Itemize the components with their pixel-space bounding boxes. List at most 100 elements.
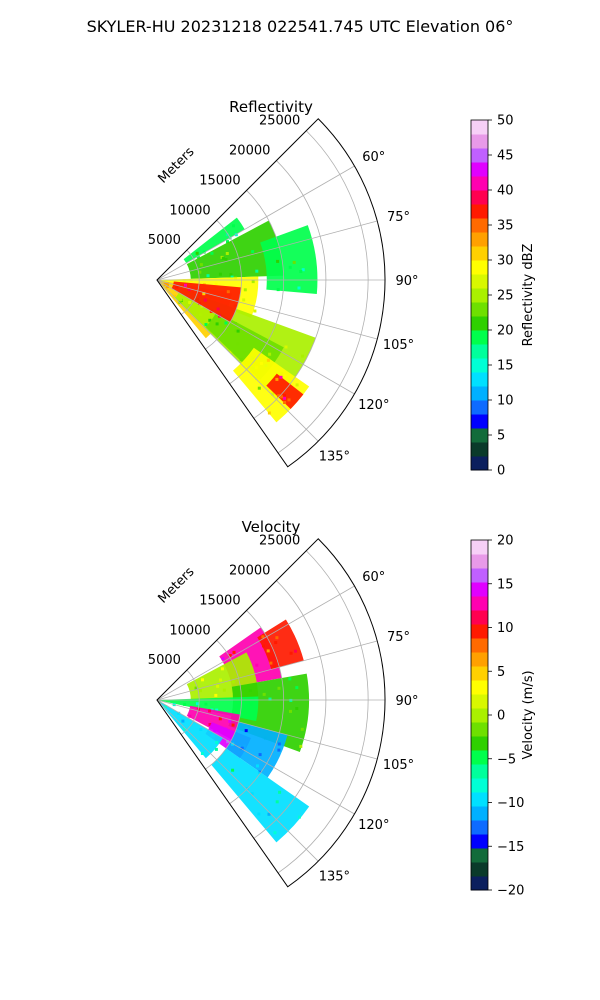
radar-pixel bbox=[183, 702, 187, 706]
radar-pixel bbox=[242, 298, 246, 302]
radar-pixel bbox=[299, 744, 303, 748]
colorbar-band bbox=[471, 554, 488, 569]
radar-data bbox=[157, 217, 318, 423]
radar-region-7 bbox=[226, 721, 288, 778]
radar-pixel bbox=[173, 294, 176, 298]
colorbar-band bbox=[471, 316, 488, 331]
radar-pixel bbox=[277, 686, 281, 690]
radial-tick-label: 25000 bbox=[259, 114, 300, 129]
radar-pixel bbox=[184, 283, 187, 287]
colorbar-tick-label: −20 bbox=[497, 884, 524, 899]
colorbar-label: Velocity (m/s) bbox=[521, 670, 536, 759]
colorbar-band bbox=[471, 414, 488, 429]
radar-pixel bbox=[199, 689, 202, 693]
azimuth-gridline bbox=[156, 165, 355, 281]
radar-pixel bbox=[202, 250, 206, 254]
radar-pixel bbox=[276, 288, 280, 292]
radar-pixel bbox=[256, 764, 259, 768]
radar-region-0 bbox=[183, 217, 245, 264]
radar-pixel bbox=[255, 269, 259, 273]
radar-pixel bbox=[202, 292, 206, 296]
azimuth-tick-label: 135° bbox=[319, 449, 350, 464]
radar-pixel bbox=[278, 790, 282, 794]
radar-pixel bbox=[204, 702, 208, 706]
colorbar-band bbox=[471, 386, 488, 401]
colorbar-band bbox=[471, 806, 488, 821]
colorbar-tick-label: 10 bbox=[497, 621, 514, 636]
azimuth-tick-label: 120° bbox=[358, 398, 389, 413]
colorbar-band bbox=[471, 204, 488, 219]
radar-pixel bbox=[280, 395, 284, 399]
colorbar-tick-label: 40 bbox=[497, 184, 514, 199]
radar-pixel bbox=[183, 727, 187, 731]
radar-pixel bbox=[208, 723, 212, 726]
azimuth-gridline bbox=[156, 640, 378, 701]
velocity-panel: Velocity 5000 10000 15000 20000 25000 60° 75° 90… bbox=[148, 518, 536, 899]
radar-pixel bbox=[177, 711, 181, 715]
radar-pixel bbox=[208, 318, 212, 322]
radar-pixel bbox=[220, 667, 224, 671]
colorbar-tick-label: 30 bbox=[497, 254, 514, 269]
radial-tick-label: 10000 bbox=[169, 623, 210, 638]
radial-tick-label: 5000 bbox=[148, 653, 181, 668]
radar-pixel bbox=[259, 361, 263, 365]
radar-pixel bbox=[283, 401, 287, 404]
radar-pixel bbox=[231, 742, 235, 746]
radar-pixel bbox=[300, 727, 304, 731]
radar-pixel bbox=[297, 286, 301, 290]
radar-pixel bbox=[281, 272, 285, 276]
radar-pixel bbox=[228, 719, 232, 723]
radial-tick-label: 15000 bbox=[199, 173, 240, 188]
radar-pixel bbox=[224, 727, 228, 731]
radar-pixel bbox=[182, 279, 186, 283]
radar-pixel bbox=[289, 698, 293, 702]
colorbar-band bbox=[471, 246, 488, 261]
radar-pixel bbox=[221, 657, 225, 661]
radial-tick-label: 25000 bbox=[259, 534, 300, 549]
azimuth-tick-label: 90° bbox=[395, 694, 418, 709]
figure-suptitle: SKYLER-HU 20231218 022541.745 UTC Elevat… bbox=[87, 17, 514, 36]
radar-pixel bbox=[199, 263, 203, 267]
radar-pixel bbox=[229, 273, 233, 277]
azimuth-tick-label: 60° bbox=[362, 150, 385, 165]
radar-pixel bbox=[287, 398, 291, 402]
azimuth-tick-label: 60° bbox=[362, 570, 385, 585]
radar-pixel bbox=[276, 259, 280, 263]
colorbar-tick-label: 25 bbox=[497, 289, 514, 304]
radar-pixel bbox=[216, 307, 220, 311]
radar-pixel bbox=[188, 301, 192, 304]
radar-pixel bbox=[294, 649, 297, 653]
radar-pixel bbox=[251, 280, 255, 284]
radar-pixel bbox=[295, 707, 299, 710]
radar-pixel bbox=[269, 661, 273, 665]
colorbar-band bbox=[471, 358, 488, 373]
colorbar-tick-label: 5 bbox=[497, 429, 505, 444]
radar-pixel bbox=[226, 290, 230, 294]
colorbar-tick-label: 15 bbox=[497, 577, 514, 592]
radar-pixel bbox=[234, 233, 238, 237]
radar-pixel bbox=[195, 702, 199, 706]
radar-pixel bbox=[277, 394, 281, 398]
radial-tick-label: 5000 bbox=[148, 233, 181, 248]
radar-pixel bbox=[231, 680, 235, 684]
radar-pixel bbox=[275, 800, 279, 804]
colorbar-band bbox=[471, 302, 488, 317]
radar-pixel bbox=[214, 282, 218, 286]
radial-gridline bbox=[229, 610, 285, 805]
colorbar-tick-label: 20 bbox=[497, 534, 514, 549]
radar-pixel bbox=[199, 728, 203, 731]
radar-pixel bbox=[218, 717, 222, 721]
radar-pixel bbox=[277, 748, 281, 752]
colorbar-band bbox=[471, 778, 488, 793]
colorbar-band bbox=[471, 134, 488, 149]
radar-pixel bbox=[214, 693, 218, 697]
colorbar-band bbox=[471, 694, 488, 709]
radar-pixel bbox=[215, 741, 219, 744]
radar-pixel bbox=[257, 386, 261, 390]
radar-region-9 bbox=[171, 281, 242, 323]
colorbar-band bbox=[471, 722, 488, 737]
radar-pixel bbox=[204, 323, 208, 326]
colorbar-tick-label: 0 bbox=[497, 709, 505, 724]
radar-pixel bbox=[257, 812, 261, 816]
radar-pixel bbox=[224, 321, 228, 325]
